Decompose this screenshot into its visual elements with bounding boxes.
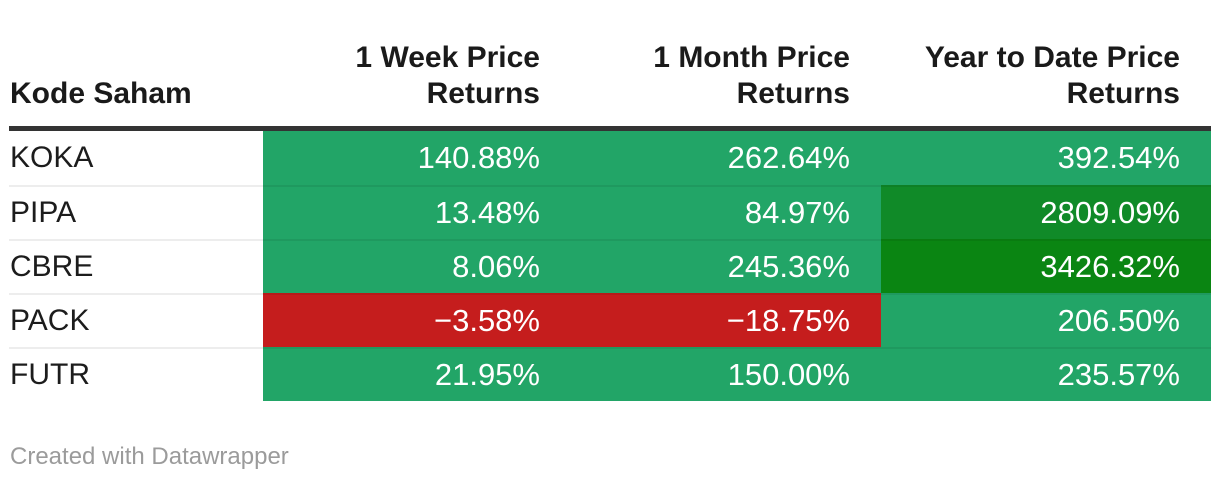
cell-ytd: 3426.32% bbox=[881, 239, 1211, 293]
row-label: PIPA bbox=[9, 185, 263, 239]
cell-ytd: 206.50% bbox=[881, 293, 1211, 347]
cell-1month: −18.75% bbox=[571, 293, 881, 347]
table-header-row: Kode Saham 1 Week Price Returns 1 Month … bbox=[9, 0, 1211, 131]
cell-ytd: 392.54% bbox=[881, 131, 1211, 185]
table-row: PIPA 13.48% 84.97% 2809.09% bbox=[9, 185, 1211, 239]
cell-ytd: 235.57% bbox=[881, 347, 1211, 401]
cell-1month: 150.00% bbox=[571, 347, 881, 401]
row-label: CBRE bbox=[9, 239, 263, 293]
returns-table: Kode Saham 1 Week Price Returns 1 Month … bbox=[9, 0, 1211, 401]
cell-1month: 84.97% bbox=[571, 185, 881, 239]
cell-1week: 21.95% bbox=[263, 347, 571, 401]
cell-ytd: 2809.09% bbox=[881, 185, 1211, 239]
cell-1month: 245.36% bbox=[571, 239, 881, 293]
table-row: KOKA 140.88% 262.64% 392.54% bbox=[9, 131, 1211, 185]
column-header-1-month: 1 Month Price Returns bbox=[653, 41, 850, 110]
row-label: KOKA bbox=[9, 131, 263, 185]
cell-1month: 262.64% bbox=[571, 131, 881, 185]
column-header-1-week: 1 Week Price Returns bbox=[355, 41, 540, 110]
table-row: FUTR 21.95% 150.00% 235.57% bbox=[9, 347, 1211, 401]
cell-1week: 8.06% bbox=[263, 239, 571, 293]
cell-1week: 13.48% bbox=[263, 185, 571, 239]
table-row: PACK −3.58% −18.75% 206.50% bbox=[9, 293, 1211, 347]
cell-1week: −3.58% bbox=[263, 293, 571, 347]
column-header-ytd: Year to Date Price Returns bbox=[924, 41, 1180, 110]
cell-1week: 140.88% bbox=[263, 131, 571, 185]
row-label: PACK bbox=[9, 293, 263, 347]
row-label: FUTR bbox=[9, 347, 263, 401]
table-row: CBRE 8.06% 245.36% 3426.32% bbox=[9, 239, 1211, 293]
column-header-kode-saham: Kode Saham bbox=[10, 77, 192, 110]
datawrapper-attribution-link[interactable]: Created with Datawrapper bbox=[10, 443, 289, 470]
